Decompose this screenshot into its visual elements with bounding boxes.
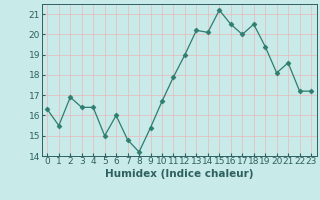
X-axis label: Humidex (Indice chaleur): Humidex (Indice chaleur) bbox=[105, 169, 253, 179]
